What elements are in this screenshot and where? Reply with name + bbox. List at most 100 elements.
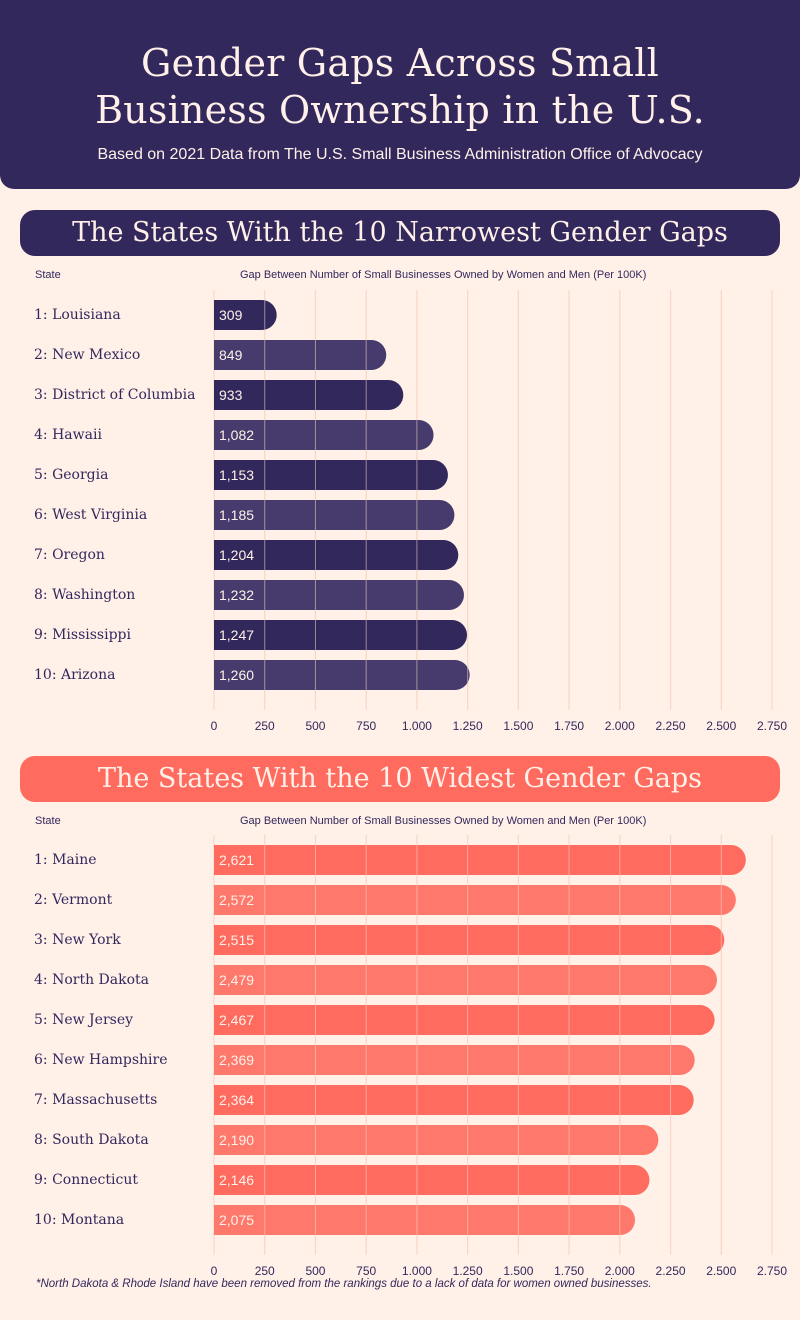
- narrowest-tick-label: 1,250: [453, 719, 483, 730]
- narrowest-value-label: 1,185: [219, 507, 254, 523]
- widest-state-label: 1: Maine: [34, 852, 97, 868]
- narrowest-value-label: 1,082: [219, 427, 254, 443]
- widest-chart-svg: 2,621 2,572 2,515 2,479 2,467 2,369 2,364 2,190…: [211, 835, 787, 1275]
- narrowest-value-label: 1,247: [219, 627, 254, 643]
- widest-gap-header: Gap Between Number of Small Businesses O…: [240, 815, 647, 827]
- widest-tick-label: 1,000: [402, 1264, 432, 1275]
- widest-state-label: 4: North Dakota: [34, 972, 149, 988]
- widest-value-label: 2,572: [219, 892, 254, 908]
- widest-state-label: 2: Vermont: [34, 892, 113, 908]
- narrowest-bar: [214, 460, 448, 490]
- narrowest-gaps-chart: 309 849 933 1,082 1,153 1,185 1,204 1,232 1,247 1…: [0, 290, 800, 730]
- widest-bar: [214, 1165, 650, 1195]
- title-line-1: Gender Gaps Across Small: [141, 41, 659, 85]
- narrowest-value-label: 1,232: [219, 587, 254, 603]
- widest-state-label: 3: New York: [34, 932, 121, 948]
- widest-state-label: 10: Montana: [34, 1212, 125, 1228]
- narrowest-tick-label: 2,250: [656, 719, 686, 730]
- widest-state-header: State: [35, 815, 61, 827]
- widest-value-label: 2,467: [219, 1012, 254, 1028]
- narrowest-value-label: 849: [219, 347, 243, 363]
- narrowest-bar: [214, 620, 468, 650]
- widest-state-label: 9: Connecticut: [34, 1172, 138, 1188]
- narrowest-bar: [214, 580, 464, 610]
- narrowest-tick-label: 250: [255, 719, 275, 730]
- widest-bar: [214, 1045, 695, 1075]
- narrowest-state-label: 9: Mississippi: [34, 627, 131, 643]
- narrowest-bar: [214, 300, 277, 330]
- widest-gaps-chart: 2,621 2,572 2,515 2,479 2,467 2,369 2,364 2,190…: [0, 835, 800, 1275]
- narrowest-state-label: 5: Georgia: [34, 467, 109, 483]
- widest-tick-label: 1,500: [503, 1264, 533, 1275]
- narrowest-tick-label: 2,000: [605, 719, 635, 730]
- narrowest-state-label: 6: West Virginia: [34, 507, 148, 523]
- narrowest-state-label: 10: Arizona: [34, 667, 116, 683]
- widest-bar: [214, 1205, 636, 1235]
- narrowest-bar: [214, 660, 470, 690]
- widest-bar: [214, 965, 718, 995]
- narrowest-bar: [214, 500, 455, 530]
- narrowest-state-header: State: [35, 269, 61, 281]
- narrowest-bar: [214, 380, 404, 410]
- widest-value-label: 2,146: [219, 1172, 254, 1188]
- widest-tick-label: 2,250: [656, 1264, 686, 1275]
- widest-bar: [214, 925, 725, 955]
- widest-tick-label: 2,750: [757, 1264, 787, 1275]
- widest-tick-label: 2,500: [706, 1264, 736, 1275]
- subtitle: Based on 2021 Data from The U.S. Small B…: [97, 146, 703, 163]
- widest-tick-label: 1,750: [554, 1264, 584, 1275]
- widest-bar: [214, 885, 736, 915]
- widest-state-label: 6: New Hampshire: [34, 1052, 168, 1068]
- widest-bar: [214, 1085, 694, 1115]
- widest-section-title: The States With the 10 Widest Gender Gap…: [20, 756, 780, 802]
- narrowest-state-label: 7: Oregon: [34, 547, 105, 563]
- narrowest-bar: [214, 540, 459, 570]
- widest-tick-label: 2,000: [605, 1264, 635, 1275]
- narrowest-value-label: 1,204: [219, 547, 254, 563]
- title-line-2: Business Ownership in the U.S.: [95, 88, 705, 132]
- narrowest-value-label: 1,153: [219, 467, 254, 483]
- narrowest-tick-label: 500: [305, 719, 325, 730]
- narrowest-tick-label: 2,500: [706, 719, 736, 730]
- main-title: Gender Gaps Across Small Business Owners…: [0, 0, 800, 134]
- narrowest-tick-label: 1,500: [503, 719, 533, 730]
- narrowest-gap-header: Gap Between Number of Small Businesses O…: [240, 269, 647, 281]
- widest-bar: [214, 1005, 715, 1035]
- widest-value-label: 2,075: [219, 1212, 254, 1228]
- narrowest-tick-label: 0: [211, 719, 218, 730]
- widest-state-label: 5: New Jersey: [34, 1012, 134, 1028]
- header: Gender Gaps Across Small Business Owners…: [0, 0, 800, 189]
- narrowest-chart-svg: 309 849 933 1,082 1,153 1,185 1,204 1,232 1,247 1…: [211, 290, 787, 730]
- widest-value-label: 2,369: [219, 1052, 254, 1068]
- widest-bar: [214, 845, 746, 875]
- narrowest-state-label: 8: Washington: [34, 587, 136, 603]
- widest-tick-label: 750: [356, 1264, 376, 1275]
- narrowest-tick-label: 750: [356, 719, 376, 730]
- footnote: *North Dakota & Rhode Island have been r…: [36, 1278, 652, 1290]
- widest-value-label: 2,515: [219, 932, 254, 948]
- widest-tick-label: 0: [211, 1264, 218, 1275]
- widest-value-label: 2,190: [219, 1132, 254, 1148]
- widest-value-label: 2,364: [219, 1092, 254, 1108]
- narrowest-bar: [214, 420, 434, 450]
- narrowest-value-label: 933: [219, 387, 243, 403]
- narrowest-bar: [214, 340, 387, 370]
- narrowest-tick-label: 1,750: [554, 719, 584, 730]
- narrowest-value-label: 309: [219, 307, 243, 323]
- widest-value-label: 2,479: [219, 972, 254, 988]
- widest-bar: [214, 1125, 659, 1155]
- narrowest-value-label: 1,260: [219, 667, 254, 683]
- narrowest-state-label: 3: District of Columbia: [34, 387, 196, 403]
- narrowest-tick-label: 2,750: [757, 719, 787, 730]
- widest-state-label: 7: Massachusetts: [34, 1092, 158, 1108]
- narrowest-section-title: The States With the 10 Narrowest Gender …: [20, 210, 780, 256]
- widest-tick-label: 250: [255, 1264, 275, 1275]
- narrowest-state-label: 4: Hawaii: [34, 427, 102, 443]
- narrowest-tick-label: 1,000: [402, 719, 432, 730]
- widest-tick-label: 500: [305, 1264, 325, 1275]
- widest-state-label: 8: South Dakota: [34, 1132, 149, 1148]
- widest-value-label: 2,621: [219, 852, 254, 868]
- narrowest-state-label: 2: New Mexico: [34, 347, 141, 363]
- widest-tick-label: 1,250: [453, 1264, 483, 1275]
- narrowest-state-label: 1: Louisiana: [34, 307, 121, 323]
